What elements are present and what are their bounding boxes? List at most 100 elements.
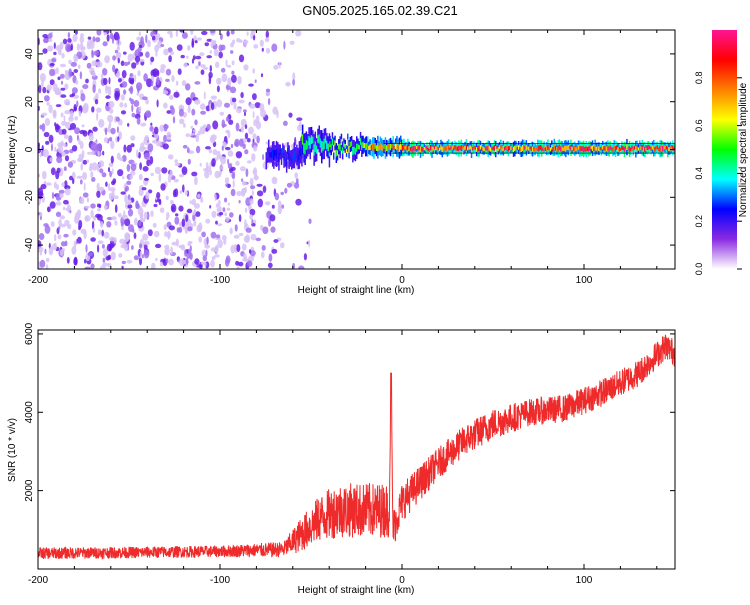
carrier-core [388,144,390,150]
noise-speckle [173,178,179,183]
noise-speckle [209,205,212,209]
carrier-core [619,147,622,151]
carrier-core [432,146,435,151]
noise-speckle [102,248,108,257]
noise-speckle [39,124,43,130]
noise-speckle [69,175,73,181]
carrier-core [269,152,271,158]
carrier-core [298,150,301,160]
noise-speckle [139,162,143,171]
noise-speckle [63,166,67,171]
noise-speckle [186,208,193,214]
carrier-core [294,151,297,157]
noise-speckle [127,61,131,65]
carrier-core [531,146,534,152]
noise-speckle [236,191,243,196]
noise-speckle [261,251,265,259]
noise-speckle [86,159,90,163]
noise-speckle [110,127,116,135]
noise-speckle [138,106,142,112]
spectrogram-xtick-label: -200 [28,275,48,286]
carrier-core [318,134,320,144]
carrier-core [383,144,385,149]
carrier-core [520,146,522,152]
noise-speckle [240,126,244,133]
noise-speckle [138,173,143,181]
noise-speckle [280,191,285,196]
noise-speckle [65,43,72,53]
carrier-core [414,146,417,152]
carrier-core [670,147,673,151]
carrier-core [449,147,451,151]
noise-speckle [187,45,191,51]
noise-speckle [64,83,69,90]
carrier-core [319,138,322,148]
carrier-core [440,144,442,150]
carrier-core [632,146,635,152]
noise-speckle [102,150,105,156]
noise-speckle [86,62,92,69]
carrier-core [580,146,582,152]
noise-speckle [146,78,153,88]
noise-speckle [108,100,115,109]
carrier-core [505,146,507,150]
colorbar-tick-label: 0.2 [694,215,704,228]
carrier-core [608,146,610,152]
carrier-core [470,146,473,153]
carrier-core [628,146,631,152]
carrier-core [271,149,274,159]
noise-speckle [200,103,206,110]
noise-speckle [257,198,263,208]
noise-speckle [107,167,111,173]
carrier-core [365,142,368,150]
noise-speckle [106,86,112,90]
noise-speckle [231,70,235,75]
noise-speckle [80,93,86,102]
noise-speckle [244,256,248,261]
noise-speckle [178,108,184,117]
noise-speckle [238,232,244,237]
carrier-core [590,145,593,150]
noise-speckle [175,213,179,217]
noise-speckle [211,256,216,260]
noise-speckle [79,179,83,185]
noise-speckle [176,80,179,86]
noise-speckle [246,31,249,36]
noise-speckle [183,123,186,128]
carrier-core [344,144,346,149]
carrier-core [303,143,305,154]
noise-speckle [245,197,251,207]
noise-speckle [171,241,178,246]
noise-speckle [170,246,174,255]
noise-speckle [216,99,223,108]
noise-speckle [98,186,105,192]
noise-speckle [107,124,111,133]
noise-speckle [210,30,216,34]
carrier-core [279,149,281,155]
noise-speckle [92,84,96,94]
noise-speckle [102,68,108,76]
carrier-core [357,143,359,150]
noise-speckle [44,225,51,234]
noise-speckle [91,150,95,156]
carrier-core [405,146,408,151]
noise-speckle [194,258,200,265]
noise-speckle [55,201,62,206]
noise-speckle [197,37,202,41]
carrier-core [310,135,313,145]
noise-speckle [120,94,125,101]
noise-speckle [137,85,140,93]
noise-speckle [278,62,281,69]
noise-speckle [289,40,295,45]
carrier-core [544,147,547,151]
carrier-core [327,143,329,152]
noise-speckle [64,240,68,247]
noise-speckle [186,55,189,59]
noise-speckle [179,190,183,194]
noise-speckle [135,61,139,65]
carrier-core [672,145,674,151]
noise-speckle [255,237,261,242]
noise-speckle [217,223,223,227]
carrier-core [377,143,379,152]
noise-speckle [124,194,128,204]
